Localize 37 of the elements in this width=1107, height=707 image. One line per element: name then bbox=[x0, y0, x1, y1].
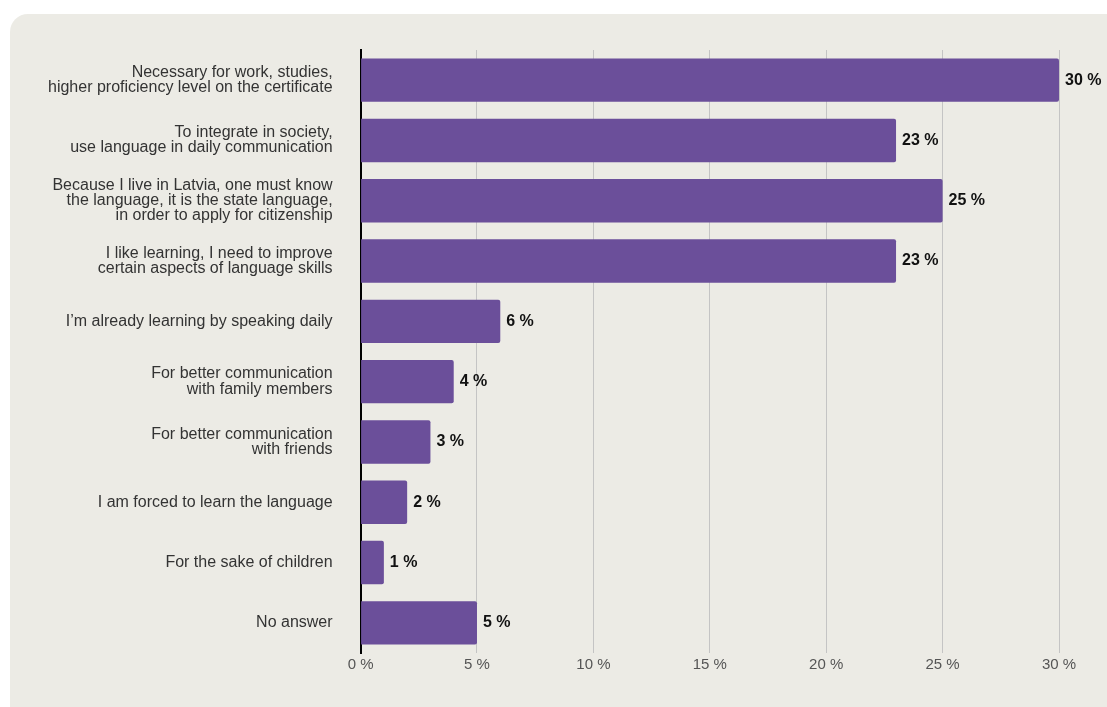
bar bbox=[361, 299, 501, 344]
data-label: 30 % bbox=[1065, 70, 1102, 88]
data-label: 23 % bbox=[902, 251, 939, 269]
bar bbox=[361, 359, 454, 404]
data-label: 4 % bbox=[459, 372, 488, 390]
data-label: 3 % bbox=[436, 432, 465, 450]
bar bbox=[361, 420, 431, 464]
bar bbox=[361, 540, 384, 585]
data-label: 5 % bbox=[482, 613, 511, 631]
y-tick-label: For better communication with family members bbox=[151, 364, 333, 397]
y-tick-label: For better communication with friends bbox=[151, 424, 333, 457]
bar bbox=[361, 58, 1059, 102]
data-label: 23 % bbox=[902, 130, 939, 148]
x-tick-label: 5 % bbox=[464, 655, 490, 673]
x-tick-label: 20 % bbox=[809, 655, 844, 673]
y-tick-label: Because I live in Latvia, one must know the language, it is the state language, in order to apply for citizenship bbox=[52, 175, 334, 224]
y-tick-label: Necessary for work, studies, higher proficiency level on the certificate bbox=[48, 62, 333, 96]
y-tick-label: No answer bbox=[256, 613, 334, 631]
x-tick-label: 0 % bbox=[347, 655, 374, 673]
bar bbox=[361, 239, 897, 283]
x-tick-label: 10 % bbox=[576, 655, 611, 673]
bar bbox=[361, 601, 477, 645]
x-tick-label: 15 % bbox=[692, 655, 727, 673]
bar bbox=[361, 118, 897, 163]
data-label: 25 % bbox=[948, 191, 986, 209]
y-tick-label: For the sake of children bbox=[165, 552, 333, 570]
y-tick-label: I like learning, I need to improve certain aspects of language skills bbox=[97, 243, 333, 277]
bar bbox=[361, 179, 943, 223]
bar bbox=[361, 480, 408, 524]
x-tick-label: 25 % bbox=[925, 655, 960, 673]
data-label: 2 % bbox=[413, 492, 441, 510]
y-tick-label: I am forced to learn the language bbox=[97, 492, 333, 510]
data-label: 1 % bbox=[389, 552, 418, 570]
data-label: 6 % bbox=[506, 311, 534, 329]
y-tick-label: I’m already learning by speaking daily bbox=[65, 311, 333, 329]
x-tick-label: 30 % bbox=[1041, 655, 1077, 673]
y-tick-label: To integrate in society, use language in daily communication bbox=[70, 123, 333, 156]
